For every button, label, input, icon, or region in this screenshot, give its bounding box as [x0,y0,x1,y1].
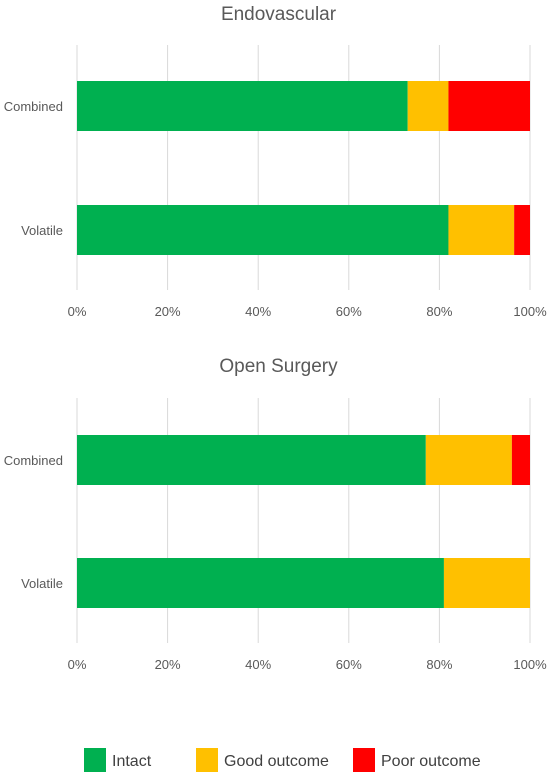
bar-segment [448,81,530,131]
bar-segment [514,205,530,255]
x-tick-label: 20% [155,657,181,672]
bar-segment [443,558,530,608]
chart-legend: Intact Good outcome Poor outcome [84,748,481,772]
x-tick-label: 40% [245,304,271,319]
y-category-label: Volatile [21,223,63,238]
x-tick-label: 40% [245,657,271,672]
legend-swatch [196,748,218,772]
x-tick-label: 60% [336,304,362,319]
x-tick-label: 20% [155,304,181,319]
chart-panel-0: Endovascular 0% 20% 40% 60% 80% 100% Combined Vo… [4,4,547,319]
x-tick-label: 0% [68,657,87,672]
legend-label: Intact [112,753,152,770]
bar-segment [425,435,512,485]
bar-segment [77,205,449,255]
x-tick-label: 60% [336,657,362,672]
chart-title: Endovascular [221,4,337,25]
y-category-label: Volatile [21,576,63,591]
x-tick-label: 80% [426,657,452,672]
bar-segment [511,435,530,485]
legend-swatch [84,748,106,772]
bar-segment [77,558,444,608]
legend-label: Poor outcome [381,753,481,770]
legend-swatch [353,748,375,772]
chart-title: Open Surgery [219,356,338,377]
y-category-label: Combined [4,99,63,114]
x-tick-label: 80% [426,304,452,319]
bar-segment [448,205,515,255]
chart-panel-1: Open Surgery 0% 20% 40% 60% 80% 100% Combined Vo… [4,356,547,672]
bar-segment [77,81,408,131]
bar-segment [407,81,449,131]
x-tick-label: 0% [68,304,87,319]
x-tick-label: 100% [513,304,547,319]
bar-segment [77,435,426,485]
legend-label: Good outcome [224,753,329,770]
y-category-label: Combined [4,453,63,468]
x-tick-label: 100% [513,657,547,672]
